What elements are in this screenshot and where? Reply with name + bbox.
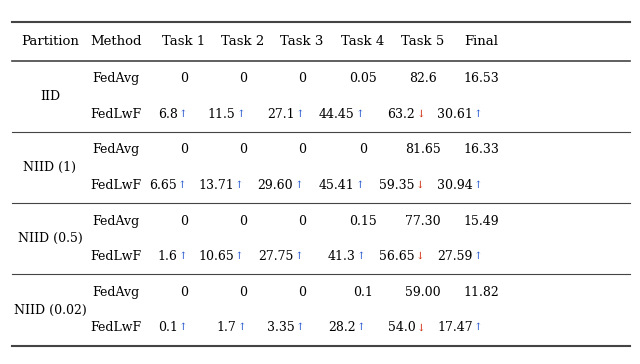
Text: 0: 0 xyxy=(359,143,367,157)
Text: 17.47: 17.47 xyxy=(437,321,473,334)
Text: ↑: ↑ xyxy=(179,110,188,119)
Text: 0: 0 xyxy=(180,215,188,228)
Text: Final: Final xyxy=(465,35,499,48)
Text: IID: IID xyxy=(40,90,60,103)
Text: ↑: ↑ xyxy=(179,323,188,332)
Text: ↑: ↑ xyxy=(474,323,483,332)
Text: ↓: ↓ xyxy=(417,110,426,119)
Text: 45.41: 45.41 xyxy=(319,179,355,192)
Text: ↓: ↓ xyxy=(415,181,424,190)
Text: 0: 0 xyxy=(239,215,246,228)
Text: FedLwF: FedLwF xyxy=(90,250,141,263)
Text: 16.33: 16.33 xyxy=(463,143,499,157)
Text: 15.49: 15.49 xyxy=(463,215,499,228)
Text: Task 1: Task 1 xyxy=(163,35,205,48)
Text: 41.3: 41.3 xyxy=(328,250,355,263)
Text: FedAvg: FedAvg xyxy=(92,215,140,228)
Text: 0: 0 xyxy=(180,72,188,85)
Text: 0.15: 0.15 xyxy=(349,215,377,228)
Text: 63.2: 63.2 xyxy=(388,108,415,121)
Text: FedLwF: FedLwF xyxy=(90,321,141,334)
Text: 0: 0 xyxy=(239,143,246,157)
Text: 0.1: 0.1 xyxy=(158,321,178,334)
Text: 44.45: 44.45 xyxy=(319,108,355,121)
Text: 6.8: 6.8 xyxy=(158,108,178,121)
Text: 0.05: 0.05 xyxy=(349,72,377,85)
Text: 0: 0 xyxy=(298,72,306,85)
Text: ↑: ↑ xyxy=(296,323,305,332)
Text: 77.30: 77.30 xyxy=(405,215,441,228)
Text: ↑: ↑ xyxy=(474,110,483,119)
Text: ↑: ↑ xyxy=(356,110,364,119)
Text: ↑: ↑ xyxy=(474,252,483,261)
Text: ↑: ↑ xyxy=(178,181,187,190)
Text: 0: 0 xyxy=(298,143,306,157)
Text: 59.00: 59.00 xyxy=(405,286,441,299)
Text: FedAvg: FedAvg xyxy=(92,72,140,85)
Text: ↑: ↑ xyxy=(356,323,365,332)
Text: 0: 0 xyxy=(298,215,306,228)
Text: ↑: ↑ xyxy=(296,110,305,119)
Text: NIID (1): NIID (1) xyxy=(24,161,76,174)
Text: 54.0: 54.0 xyxy=(388,321,415,334)
Text: Task 4: Task 4 xyxy=(341,35,385,48)
Text: NIID (0.5): NIID (0.5) xyxy=(17,232,83,245)
Text: 29.60: 29.60 xyxy=(258,179,293,192)
Text: ↑: ↑ xyxy=(236,110,245,119)
Text: NIID (0.02): NIID (0.02) xyxy=(13,304,86,317)
Text: FedLwF: FedLwF xyxy=(90,108,141,121)
Text: Task 3: Task 3 xyxy=(280,35,324,48)
Text: 0: 0 xyxy=(239,72,246,85)
Text: ↑: ↑ xyxy=(237,323,246,332)
Text: 13.71: 13.71 xyxy=(198,179,234,192)
Text: 81.65: 81.65 xyxy=(405,143,441,157)
Text: FedAvg: FedAvg xyxy=(92,143,140,157)
Text: 0: 0 xyxy=(180,286,188,299)
Text: 6.65: 6.65 xyxy=(149,179,177,192)
Text: ↑: ↑ xyxy=(236,252,244,261)
Text: 1.7: 1.7 xyxy=(216,321,236,334)
Text: 82.6: 82.6 xyxy=(409,72,436,85)
Text: ↑: ↑ xyxy=(474,181,483,190)
Text: Task 2: Task 2 xyxy=(221,35,264,48)
Text: ↑: ↑ xyxy=(356,252,365,261)
Text: 27.75: 27.75 xyxy=(258,250,293,263)
Text: 11.82: 11.82 xyxy=(463,286,499,299)
Text: Task 5: Task 5 xyxy=(401,35,445,48)
Text: 11.5: 11.5 xyxy=(207,108,235,121)
Text: 3.35: 3.35 xyxy=(267,321,294,334)
Text: ↑: ↑ xyxy=(294,252,303,261)
Text: ↑: ↑ xyxy=(179,252,188,261)
Text: 10.65: 10.65 xyxy=(198,250,234,263)
Text: ↓: ↓ xyxy=(417,323,426,332)
Text: ↓: ↓ xyxy=(415,252,424,261)
Text: 0: 0 xyxy=(239,286,246,299)
Text: 30.61: 30.61 xyxy=(437,108,473,121)
Text: 27.59: 27.59 xyxy=(437,250,473,263)
Text: FedAvg: FedAvg xyxy=(92,286,140,299)
Text: Method: Method xyxy=(90,35,142,48)
Text: 16.53: 16.53 xyxy=(463,72,499,85)
Text: ↑: ↑ xyxy=(236,181,244,190)
Text: 59.35: 59.35 xyxy=(379,179,414,192)
Text: 0: 0 xyxy=(298,286,306,299)
Text: 56.65: 56.65 xyxy=(379,250,414,263)
Text: ↑: ↑ xyxy=(356,181,364,190)
Text: 27.1: 27.1 xyxy=(267,108,294,121)
Text: 30.94: 30.94 xyxy=(437,179,473,192)
Text: 1.6: 1.6 xyxy=(158,250,178,263)
Text: Partition: Partition xyxy=(21,35,79,48)
Text: 0.1: 0.1 xyxy=(353,286,373,299)
Text: FedLwF: FedLwF xyxy=(90,179,141,192)
Text: 0: 0 xyxy=(180,143,188,157)
Text: ↑: ↑ xyxy=(294,181,303,190)
Text: 28.2: 28.2 xyxy=(328,321,355,334)
